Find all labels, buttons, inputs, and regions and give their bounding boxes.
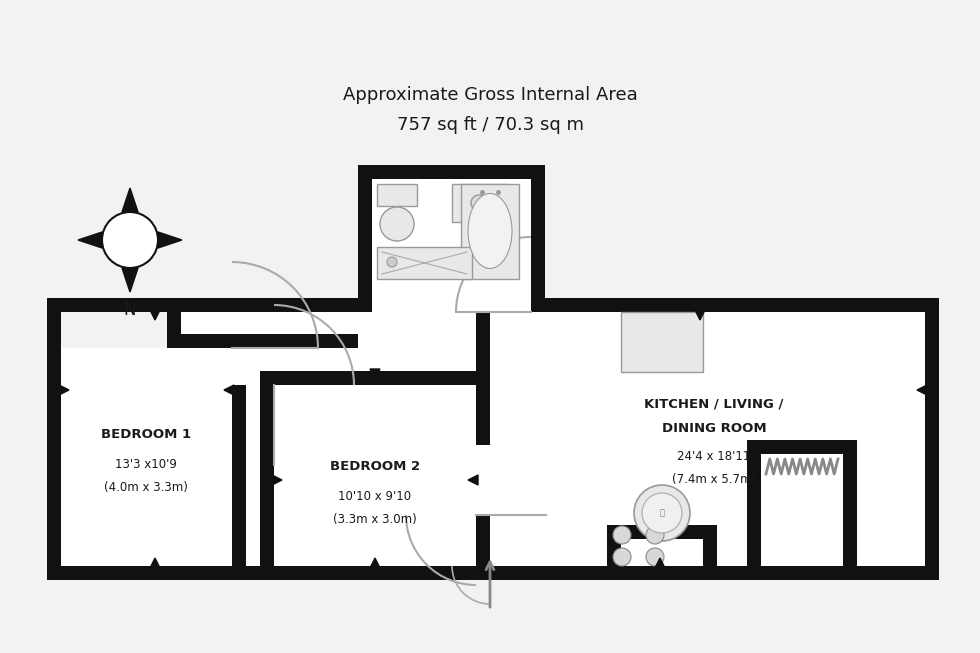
Bar: [358, 165, 372, 312]
Polygon shape: [158, 232, 182, 248]
Polygon shape: [917, 385, 927, 395]
Bar: [843, 440, 857, 566]
Text: (7.4m x 5.7m): (7.4m x 5.7m): [672, 473, 756, 485]
Bar: [47, 298, 167, 312]
Bar: [476, 515, 490, 580]
Bar: [476, 312, 490, 445]
Circle shape: [102, 212, 158, 268]
Bar: [260, 385, 274, 580]
Polygon shape: [370, 558, 380, 568]
Text: Approximate Gross Internal Area: Approximate Gross Internal Area: [343, 86, 637, 104]
Circle shape: [634, 485, 690, 541]
Circle shape: [613, 548, 631, 566]
Bar: [232, 385, 246, 580]
Polygon shape: [224, 385, 234, 395]
Bar: [531, 165, 545, 312]
Polygon shape: [655, 558, 665, 568]
Bar: [747, 440, 761, 566]
Text: (4.0m x 3.3m): (4.0m x 3.3m): [104, 481, 188, 494]
Bar: [61, 165, 167, 298]
Bar: [747, 440, 857, 454]
Bar: [545, 165, 939, 298]
Polygon shape: [150, 310, 160, 320]
Polygon shape: [78, 232, 102, 248]
Polygon shape: [370, 369, 380, 379]
Polygon shape: [272, 475, 282, 485]
Circle shape: [387, 257, 397, 267]
Text: BEDROOM 1: BEDROOM 1: [101, 428, 191, 441]
Bar: [260, 371, 490, 385]
Polygon shape: [122, 268, 138, 292]
Circle shape: [613, 526, 631, 544]
Bar: [181, 334, 358, 348]
Bar: [925, 298, 939, 580]
Bar: [607, 525, 621, 580]
Text: 13'3 x10'9: 13'3 x10'9: [115, 458, 177, 471]
Circle shape: [471, 195, 487, 211]
Polygon shape: [59, 385, 69, 395]
Text: N: N: [123, 301, 136, 319]
Bar: [47, 165, 358, 298]
Bar: [372, 179, 531, 298]
Bar: [703, 525, 717, 580]
Text: BEDROOM 2: BEDROOM 2: [330, 460, 420, 473]
Ellipse shape: [380, 207, 414, 241]
Bar: [461, 184, 519, 279]
Text: 24'4 x 18'11: 24'4 x 18'11: [677, 449, 751, 462]
Text: 10'10 x 9'10: 10'10 x 9'10: [338, 490, 412, 503]
Text: KITCHEN / LIVING /: KITCHEN / LIVING /: [644, 398, 784, 411]
Polygon shape: [695, 310, 705, 320]
Polygon shape: [122, 188, 138, 212]
Bar: [47, 298, 61, 580]
Bar: [452, 184, 507, 222]
Ellipse shape: [468, 193, 512, 268]
Bar: [47, 165, 939, 580]
Bar: [377, 184, 417, 206]
Bar: [167, 298, 181, 348]
Polygon shape: [150, 558, 160, 568]
Circle shape: [646, 526, 664, 544]
Text: 757 sq ft / 70.3 sq m: 757 sq ft / 70.3 sq m: [397, 116, 583, 134]
Bar: [47, 298, 358, 312]
Circle shape: [646, 548, 664, 566]
Bar: [377, 247, 472, 279]
Bar: [61, 312, 167, 348]
Bar: [61, 312, 925, 566]
Bar: [47, 566, 939, 580]
Circle shape: [642, 493, 682, 533]
Bar: [607, 525, 717, 539]
Polygon shape: [468, 475, 478, 485]
Bar: [545, 298, 939, 312]
Bar: [621, 312, 703, 372]
Text: DINING ROOM: DINING ROOM: [662, 422, 766, 436]
Text: (3.3m x 3.0m): (3.3m x 3.0m): [333, 513, 416, 526]
Bar: [358, 165, 545, 179]
Bar: [167, 334, 260, 348]
Text: Ⓓ: Ⓓ: [660, 509, 664, 517]
